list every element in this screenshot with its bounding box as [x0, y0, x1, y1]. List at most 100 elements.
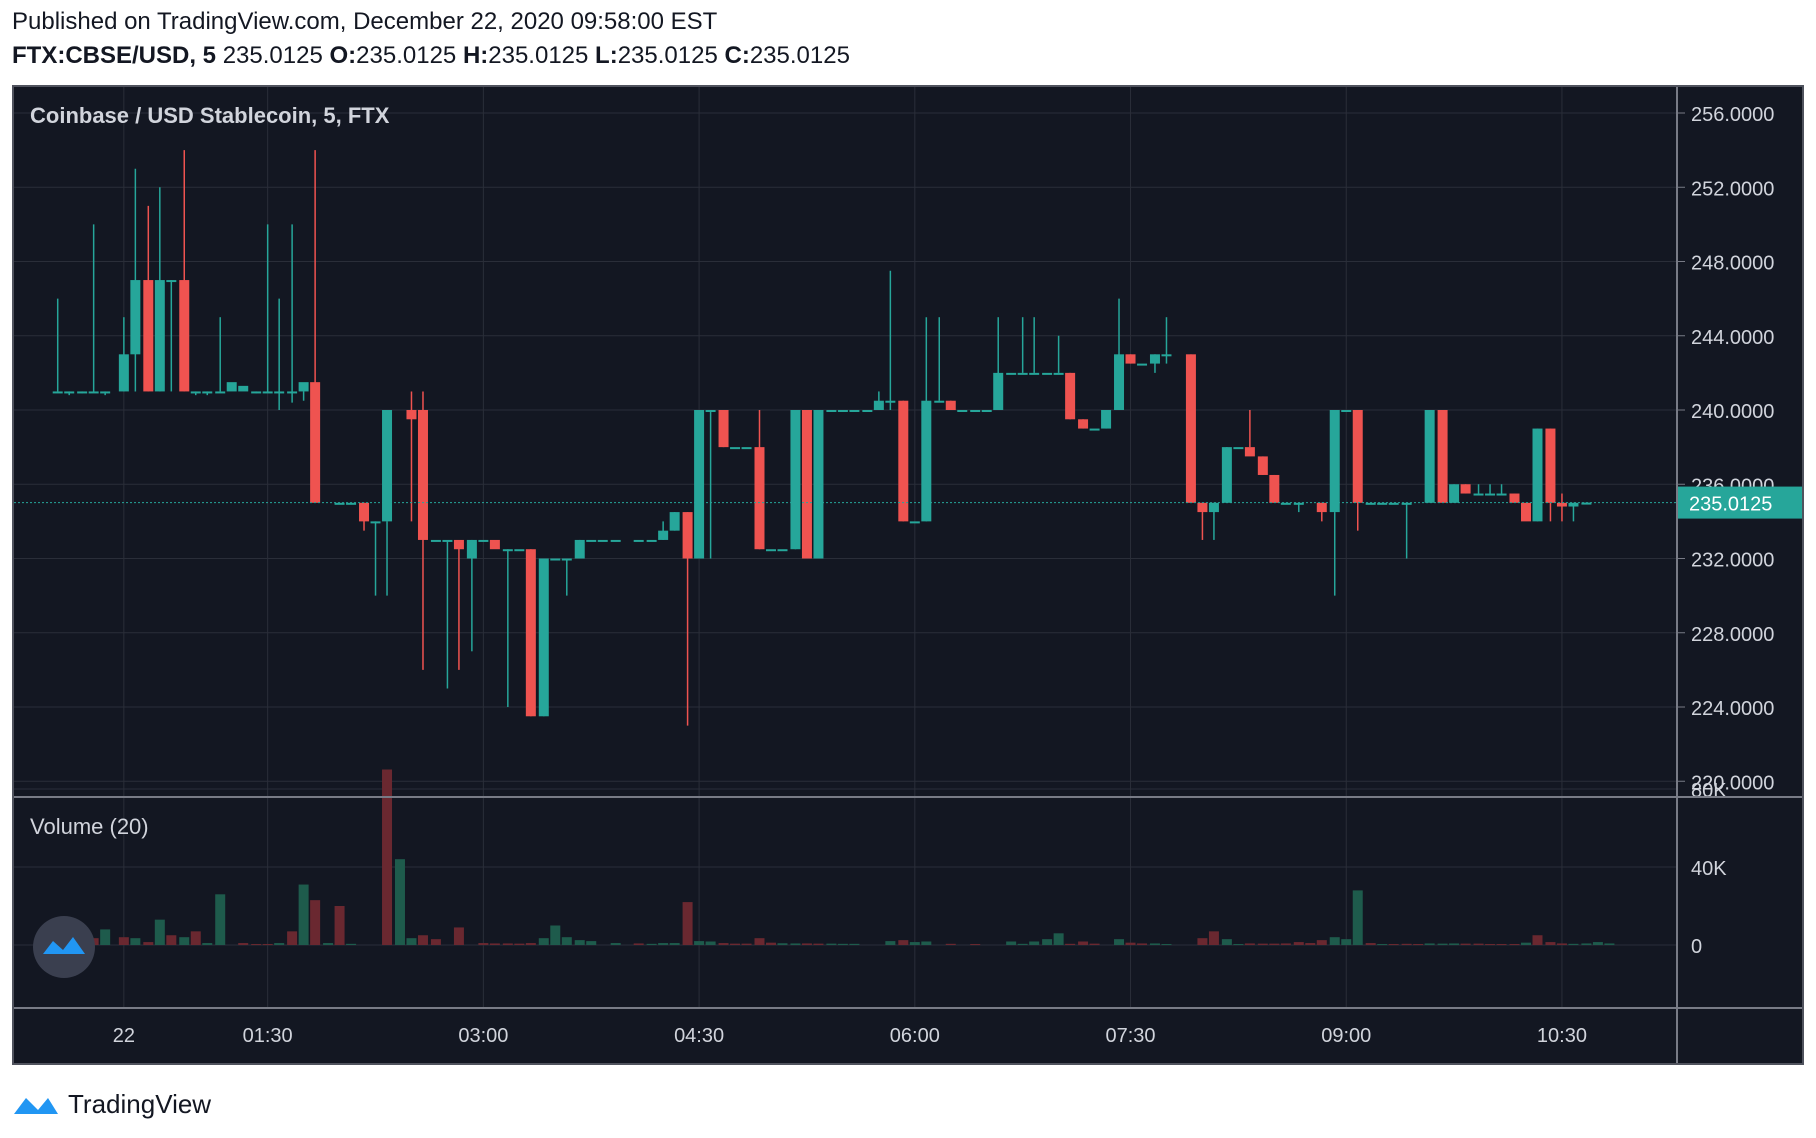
- candle-body: [238, 385, 249, 392]
- candle: [430, 539, 441, 542]
- volume-bar: [1496, 944, 1507, 946]
- candle: [777, 549, 788, 552]
- candle: [251, 391, 262, 394]
- candle-body: [334, 502, 345, 505]
- candle-body: [633, 539, 644, 542]
- volume-bar: [1078, 941, 1089, 945]
- candle: [1114, 298, 1125, 410]
- volume-bar: [1521, 942, 1531, 945]
- volume-bar: [921, 941, 932, 945]
- volume-bar: [1305, 943, 1316, 945]
- volume-bar: [1017, 943, 1028, 945]
- candle: [1244, 410, 1255, 457]
- high-value: 235.0125: [488, 42, 589, 69]
- candle: [1401, 502, 1412, 559]
- volume-bar: [898, 940, 909, 945]
- candle-body: [88, 391, 99, 394]
- candle-body: [442, 539, 453, 542]
- candle: [538, 558, 549, 717]
- candle-body: [826, 410, 837, 412]
- candle-body: [310, 382, 321, 503]
- volume-bar: [610, 943, 621, 945]
- candle: [669, 512, 680, 531]
- candle: [1556, 493, 1567, 522]
- candle-body: [1509, 493, 1520, 503]
- volume-bar: [574, 940, 585, 945]
- candle: [1437, 410, 1448, 503]
- candle: [957, 410, 968, 412]
- volume-bar: [525, 943, 536, 945]
- volume-bar: [1329, 937, 1340, 945]
- time-tick-label: 04:30: [674, 1025, 724, 1047]
- footer-brand[interactable]: TradingView: [12, 1084, 211, 1124]
- candle: [1078, 419, 1089, 429]
- volume-bar: [346, 943, 357, 945]
- candle-body: [52, 391, 63, 394]
- volume-bar: [1149, 943, 1160, 945]
- candle: [646, 539, 657, 542]
- price-tick-label: 252.0000: [1691, 178, 1774, 200]
- symbol-line: FTX:CBSE/USD, 5 235.0125 O:235.0125 H:23…: [12, 42, 850, 70]
- volume-bar: [417, 935, 428, 945]
- candle: [262, 224, 273, 394]
- time-tick-label: 09:00: [1321, 1025, 1371, 1047]
- candle-body: [970, 410, 981, 412]
- chart-frame[interactable]: 256.0000 252.0000 248.0000 244.0000 240.0000…: [12, 85, 1804, 1065]
- candle-body: [1006, 372, 1017, 375]
- volume-bar: [130, 938, 141, 945]
- candle-body: [430, 539, 441, 542]
- candle: [610, 539, 621, 542]
- price-tick-label: 232.0000: [1691, 550, 1774, 572]
- candle: [1280, 502, 1291, 505]
- volume-bar: [489, 943, 500, 945]
- volume-bar: [478, 943, 489, 945]
- candle: [801, 410, 812, 559]
- volume-bar: [1473, 943, 1484, 945]
- candle-body: [873, 400, 884, 410]
- chart-svg[interactable]: 256.0000 252.0000 248.0000 244.0000 240.0000…: [14, 87, 1802, 1063]
- candle: [1029, 317, 1040, 375]
- candle: [1233, 447, 1244, 450]
- candle-body: [718, 410, 729, 448]
- candle: [730, 447, 741, 450]
- volume-tick-label: 80K: [1691, 780, 1727, 802]
- volume-bar: [561, 937, 572, 945]
- candle: [118, 317, 129, 392]
- candle: [1185, 354, 1196, 503]
- volume-bar: [658, 943, 669, 945]
- candle-body: [1293, 502, 1304, 505]
- candle: [478, 539, 489, 542]
- candle: [885, 270, 896, 410]
- volume-bar: [251, 944, 262, 946]
- candle: [346, 502, 357, 505]
- high-label: H:: [462, 42, 489, 69]
- candle-body: [1053, 372, 1064, 375]
- candle: [1485, 484, 1496, 496]
- candle: [1208, 502, 1219, 540]
- candle: [226, 382, 237, 392]
- price-tick-label: 224.0000: [1691, 698, 1774, 720]
- candle-body: [790, 410, 801, 550]
- candle: [1269, 474, 1280, 503]
- candle-body: [502, 549, 513, 552]
- publish-line: Published on TradingView.com, December 2…: [12, 8, 718, 35]
- candle-body: [287, 391, 298, 394]
- candle: [1161, 317, 1172, 364]
- candle-body: [597, 539, 608, 542]
- volume-bar: [1221, 939, 1232, 945]
- candle-body: [801, 410, 812, 559]
- price-tick-label: 244.0000: [1691, 327, 1774, 349]
- last-price-tag-label: 235.0125: [1689, 494, 1772, 516]
- candle-body: [1341, 410, 1352, 412]
- candle: [100, 391, 111, 396]
- candle-body: [1329, 410, 1340, 513]
- candle: [909, 521, 920, 524]
- candle: [921, 317, 932, 522]
- volume-bar: [394, 859, 405, 945]
- volume-bar: [1065, 943, 1076, 945]
- candle-body: [862, 410, 873, 412]
- candle-body: [574, 539, 585, 559]
- candle-body: [694, 410, 705, 559]
- candle-body: [1101, 410, 1112, 429]
- price-tick-label: 248.0000: [1691, 253, 1774, 275]
